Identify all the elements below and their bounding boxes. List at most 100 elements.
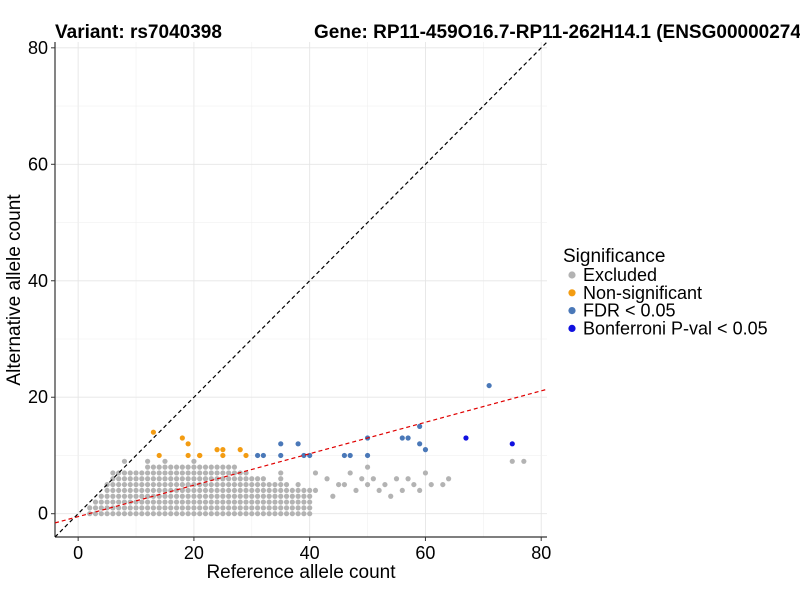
point-excluded bbox=[278, 487, 284, 494]
point-fdr bbox=[301, 452, 307, 459]
point-fdr bbox=[422, 447, 429, 453]
point-excluded bbox=[168, 499, 174, 505]
point-excluded bbox=[162, 499, 168, 505]
point-excluded bbox=[243, 476, 249, 482]
point-excluded bbox=[307, 505, 313, 511]
point-excluded bbox=[307, 487, 313, 494]
legend: Significance ExcludedNon-significantFDR … bbox=[563, 246, 768, 338]
point-nonsig bbox=[220, 452, 226, 459]
point-excluded bbox=[417, 487, 423, 494]
point-excluded bbox=[127, 511, 133, 517]
point-excluded bbox=[330, 493, 336, 499]
point-excluded bbox=[179, 505, 185, 511]
point-excluded bbox=[243, 493, 249, 499]
point-excluded bbox=[202, 464, 209, 470]
point-excluded bbox=[278, 499, 284, 505]
point-excluded bbox=[127, 505, 133, 511]
point-excluded bbox=[110, 499, 116, 505]
point-excluded bbox=[179, 511, 185, 517]
point-excluded bbox=[202, 511, 209, 517]
point-excluded bbox=[179, 464, 185, 470]
point-excluded bbox=[127, 493, 133, 499]
point-excluded bbox=[197, 487, 203, 494]
y-tick-label: 0 bbox=[38, 504, 48, 524]
point-excluded bbox=[231, 476, 238, 482]
point-excluded bbox=[121, 481, 128, 488]
point-excluded bbox=[150, 470, 156, 476]
legend-label-excluded: Excluded bbox=[583, 265, 657, 285]
point-excluded bbox=[104, 493, 110, 499]
legend-title: Significance bbox=[563, 246, 665, 267]
point-excluded bbox=[168, 476, 174, 482]
point-excluded bbox=[150, 511, 156, 517]
point-excluded bbox=[202, 470, 209, 476]
point-excluded bbox=[133, 493, 139, 499]
point-excluded bbox=[162, 481, 168, 488]
point-excluded bbox=[208, 481, 214, 488]
point-excluded bbox=[197, 464, 203, 470]
point-excluded bbox=[156, 499, 162, 505]
point-excluded bbox=[208, 487, 214, 494]
point-excluded bbox=[278, 511, 284, 517]
point-excluded bbox=[341, 481, 348, 488]
x-tick-label: 80 bbox=[531, 543, 551, 563]
point-fdr bbox=[486, 382, 492, 389]
point-nonsig bbox=[214, 447, 220, 453]
point-excluded bbox=[260, 487, 266, 494]
point-excluded bbox=[139, 499, 145, 505]
point-excluded bbox=[208, 505, 214, 511]
point-excluded bbox=[145, 505, 151, 511]
point-excluded bbox=[266, 487, 272, 494]
point-excluded bbox=[98, 499, 104, 505]
point-excluded bbox=[191, 493, 197, 499]
point-excluded bbox=[133, 487, 139, 494]
point-excluded bbox=[110, 481, 116, 488]
point-excluded bbox=[127, 481, 133, 488]
point-excluded bbox=[254, 511, 261, 517]
x-tick-label: 60 bbox=[415, 543, 435, 563]
point-excluded bbox=[168, 470, 174, 476]
point-excluded bbox=[150, 499, 156, 505]
point-excluded bbox=[278, 476, 284, 482]
point-excluded bbox=[243, 499, 249, 505]
point-excluded bbox=[243, 511, 249, 517]
point-excluded bbox=[254, 476, 261, 482]
y-tick-label: 40 bbox=[28, 271, 48, 291]
point-excluded bbox=[98, 505, 104, 511]
point-fdr bbox=[347, 452, 353, 459]
point-excluded bbox=[301, 487, 307, 494]
point-excluded bbox=[226, 505, 232, 511]
point-excluded bbox=[249, 487, 255, 494]
point-fdr bbox=[278, 441, 284, 447]
point-nonsig bbox=[156, 452, 162, 459]
point-excluded bbox=[104, 499, 110, 505]
data-points bbox=[87, 382, 527, 517]
point-excluded bbox=[260, 505, 266, 511]
point-excluded bbox=[162, 493, 168, 499]
point-excluded bbox=[509, 458, 515, 464]
point-excluded bbox=[162, 464, 168, 470]
point-excluded bbox=[289, 511, 295, 517]
point-fdr bbox=[405, 435, 411, 441]
point-excluded bbox=[92, 499, 99, 505]
point-excluded bbox=[393, 476, 400, 482]
point-nonsig bbox=[179, 435, 185, 441]
point-excluded bbox=[226, 487, 232, 494]
point-excluded bbox=[289, 505, 295, 511]
point-excluded bbox=[133, 511, 139, 517]
point-excluded bbox=[231, 487, 238, 494]
point-excluded bbox=[220, 470, 226, 476]
point-excluded bbox=[162, 470, 168, 476]
point-excluded bbox=[173, 499, 180, 505]
point-excluded bbox=[336, 481, 342, 488]
axes bbox=[54, 42, 547, 538]
x-tick-label: 20 bbox=[184, 543, 204, 563]
point-excluded bbox=[278, 505, 284, 511]
point-excluded bbox=[133, 505, 139, 511]
point-excluded bbox=[249, 476, 255, 482]
legend-key-nonsig bbox=[568, 289, 576, 297]
point-excluded bbox=[422, 470, 429, 476]
y-tick-label: 80 bbox=[28, 38, 48, 58]
